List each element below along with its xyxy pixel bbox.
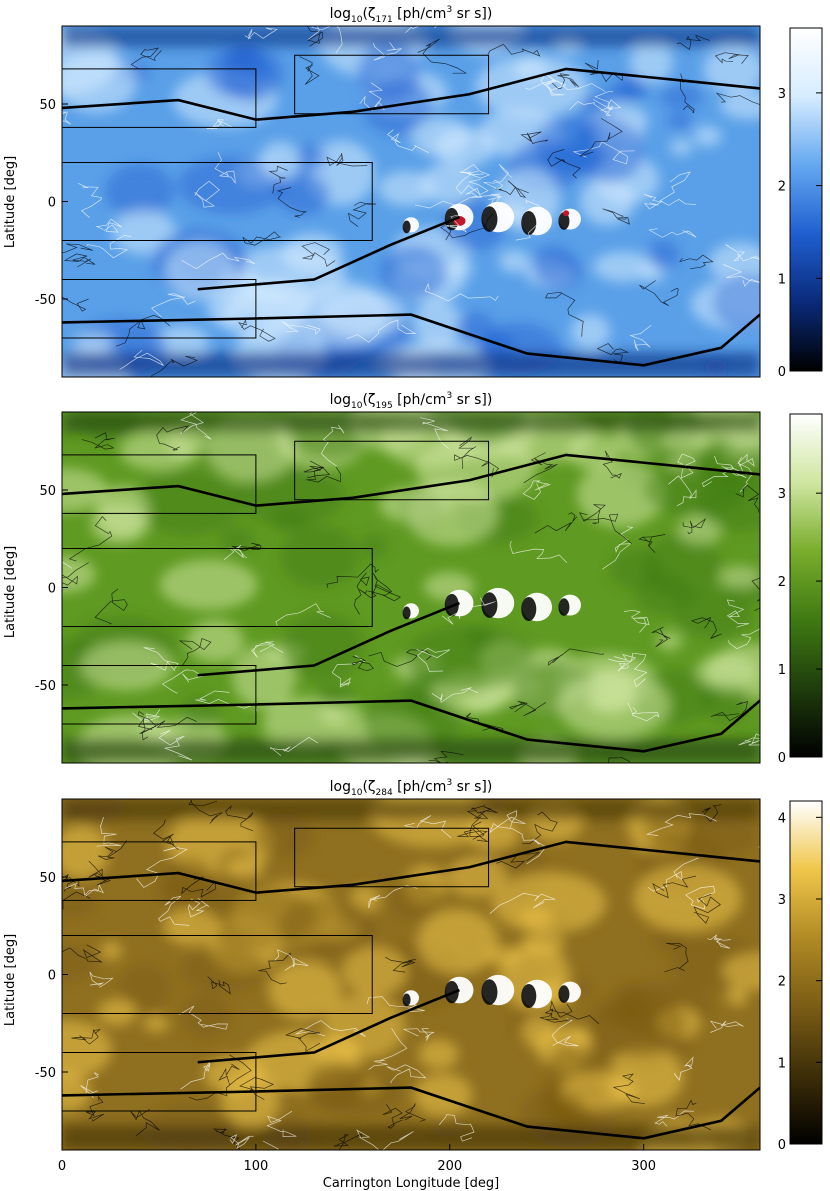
- y-tick-label: 50: [39, 871, 56, 886]
- colorbar-tick-label: 2: [778, 180, 786, 195]
- region-boxes: [62, 440, 490, 725]
- colorbar-tick-label: 1: [778, 663, 786, 678]
- y-tick-label: 0: [48, 582, 56, 597]
- y-ticks: 50 0 -50: [35, 98, 68, 308]
- x-tick-label: 100: [243, 1159, 268, 1174]
- y-tick-label: 50: [39, 484, 56, 499]
- active-region: [402, 587, 581, 622]
- colorbar-gradient: [789, 800, 823, 1145]
- heatmap-area: [61, 798, 761, 1151]
- y-axis-label: Latitude [deg]: [3, 546, 18, 638]
- panel-284: log10(ζ284 [ph/cm3 sr s]) 500-50 0 100 200…: [3, 778, 823, 1191]
- region-boxes: [62, 827, 490, 1112]
- x-ticks: 0 100 200 300: [58, 1144, 656, 1174]
- colorbar-tick-label: 4: [778, 811, 786, 826]
- x-tick-label: 200: [437, 1159, 462, 1174]
- panel-title: log10(ζ284 [ph/cm3 sr s]): [330, 778, 493, 798]
- colorbar-tick-label: 3: [778, 893, 786, 908]
- colorbar-tick-label: 0: [778, 751, 786, 766]
- y-tick-label: 0: [48, 969, 56, 984]
- emission-texture: [62, 412, 760, 763]
- heatmap-area: [61, 25, 761, 378]
- region-boxes: [62, 54, 490, 339]
- colorbar-tick-label: 0: [778, 365, 786, 380]
- y-tick-label: 50: [39, 98, 56, 113]
- y-ticks: 50 0 -50: [35, 484, 68, 694]
- colorbar-tick-label: 1: [778, 272, 786, 287]
- y-ticks: 50 0 -50: [35, 871, 68, 1081]
- colorbar-tick-label: 2: [778, 575, 786, 590]
- colorbar-gradient: [789, 27, 823, 372]
- panel-171: log10(ζ171 [ph/cm3 sr s]) 50 0 -50 Latitud…: [3, 5, 823, 380]
- y-tick-label: 0: [48, 196, 56, 211]
- colorbar-gradient: [789, 413, 823, 758]
- colorbar: 3 2 1 0: [778, 413, 823, 766]
- colorbar-tick-label: 2: [778, 975, 786, 990]
- colorbar-tick-label: 3: [778, 87, 786, 102]
- emission-texture: [62, 26, 760, 377]
- x-axis-label: Carrington Longitude [deg]: [323, 1176, 499, 1191]
- active-region: [402, 201, 581, 236]
- y-tick-label: -50: [35, 1066, 56, 1081]
- colorbar-tick-label: 0: [778, 1138, 786, 1153]
- contour-lines: [62, 799, 760, 1150]
- emission-texture: [62, 799, 760, 1150]
- contour-lines: [62, 412, 760, 763]
- contour-lines: [62, 26, 760, 377]
- y-tick-label: -50: [35, 293, 56, 308]
- colorbar: 3 2 1 0: [778, 27, 823, 380]
- y-axis-label: Latitude [deg]: [3, 156, 18, 248]
- y-axis-label: Latitude [deg]: [3, 934, 18, 1026]
- panel-195: log10(ζ195 [ph/cm3 sr s]) 50 0 -50 Latitud…: [3, 391, 823, 766]
- colorbar-tick-label: 3: [778, 487, 786, 502]
- colorbar: 4 3 2 1 0: [778, 800, 823, 1153]
- heatmap-area: [61, 411, 761, 764]
- y-tick-label: -50: [35, 679, 56, 694]
- colorbar-tick-label: 1: [778, 1056, 786, 1071]
- x-tick-label: 0: [58, 1159, 66, 1174]
- x-tick-label: 300: [631, 1159, 656, 1174]
- panel-title: log10(ζ195 [ph/cm3 sr s]): [330, 391, 493, 411]
- panel-title: log10(ζ171 [ph/cm3 sr s]): [330, 5, 493, 25]
